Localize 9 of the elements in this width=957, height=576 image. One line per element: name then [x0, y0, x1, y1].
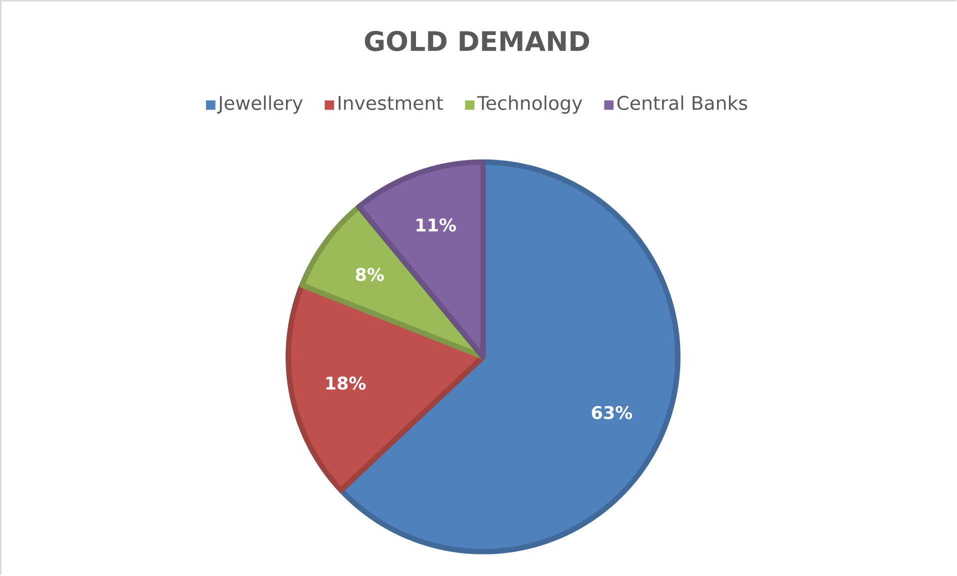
- data-label: 8%: [356, 268, 384, 282]
- legend-label: Investment: [338, 96, 444, 110]
- legend-label: Technology: [477, 96, 582, 114]
- data-label: 18%: [326, 376, 366, 390]
- legend-label: Jewellery: [217, 96, 303, 114]
- data-label: 63%: [592, 406, 632, 420]
- chart-title: GOLD DEMAND: [364, 31, 590, 52]
- legend-label: Central Banks: [617, 96, 748, 110]
- data-label: 11%: [416, 218, 456, 232]
